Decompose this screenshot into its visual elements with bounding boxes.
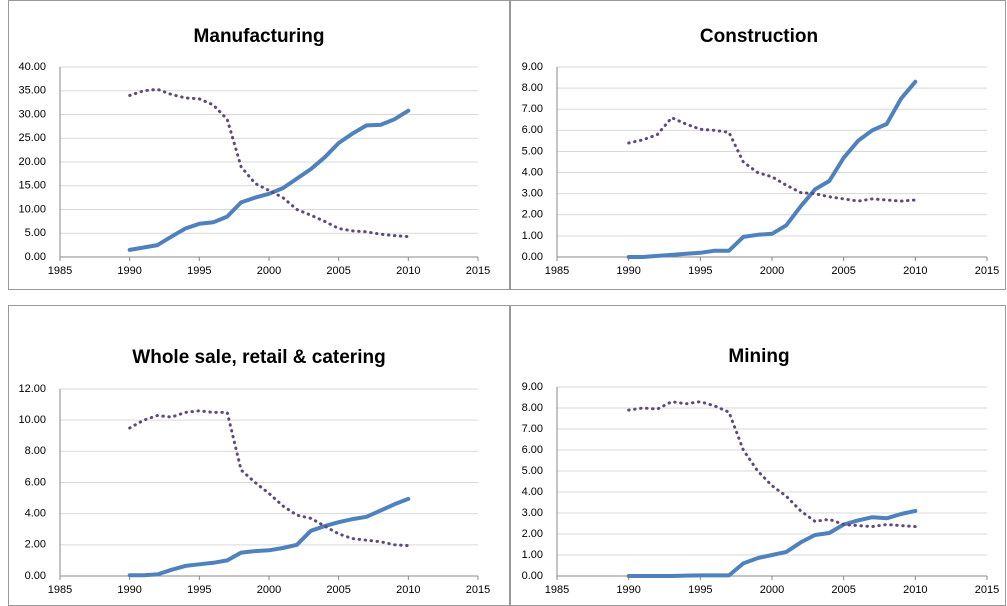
x-tick-label: 1985 [545, 584, 569, 596]
y-tick-label: 4.00 [25, 508, 46, 520]
y-tick-label: 30.00 [18, 108, 46, 120]
y-tick-label: 9.00 [522, 61, 543, 73]
y-tick-label: 1.00 [522, 549, 543, 561]
data-line [128, 409, 410, 548]
x-tick-label: 2015 [466, 265, 490, 277]
x-tick-label: 1990 [616, 584, 640, 596]
x-tick-label: 2015 [975, 265, 999, 277]
y-tick-label: 2.00 [25, 539, 46, 551]
x-tick-label: 2000 [760, 265, 784, 277]
panel-frame [8, 305, 510, 606]
x-tick-label: 1995 [688, 584, 712, 596]
x-tick-label: 2000 [760, 584, 784, 596]
y-tick-label: 15.00 [18, 180, 46, 192]
y-tick-label: 8.00 [522, 82, 543, 94]
y-tick-label: 6.00 [522, 124, 543, 136]
panel-frame [510, 0, 1006, 290]
x-tick-label: 1990 [117, 265, 141, 277]
data-line [626, 79, 918, 259]
y-tick-label: 6.00 [522, 444, 543, 456]
y-tick-label: 2.00 [522, 528, 543, 540]
y-tick-label: 40.00 [18, 61, 46, 73]
chart-title: Construction [700, 26, 818, 47]
data-line [127, 108, 411, 252]
x-tick-label: 1985 [48, 265, 72, 277]
data-line [626, 508, 918, 578]
y-tick-label: 8.00 [25, 445, 46, 457]
x-tick-label: 2010 [396, 265, 420, 277]
y-tick-label: 7.00 [522, 423, 543, 435]
x-tick-label: 2015 [975, 584, 999, 596]
x-tick-label: 1985 [48, 584, 72, 596]
x-tick-label: 2010 [903, 265, 927, 277]
y-tick-label: 25.00 [18, 132, 46, 144]
x-tick-label: 2005 [326, 265, 350, 277]
y-tick-label: 12.00 [18, 383, 46, 395]
y-tick-label: 8.00 [522, 402, 543, 414]
x-tick-label: 2005 [831, 265, 855, 277]
y-tick-label: 10.00 [18, 414, 46, 426]
y-tick-label: 4.00 [522, 486, 543, 498]
y-tick-label: 1.00 [522, 230, 543, 242]
y-tick-label: 35.00 [18, 85, 46, 97]
x-tick-label: 2005 [326, 584, 350, 596]
y-tick-label: 9.00 [522, 381, 543, 393]
data-line [627, 116, 917, 203]
x-tick-label: 2005 [831, 584, 855, 596]
y-tick-label: 5.00 [522, 465, 543, 477]
y-tick-label: 5.00 [522, 145, 543, 157]
y-tick-label: 4.00 [522, 166, 543, 178]
x-tick-label: 2000 [257, 265, 281, 277]
x-tick-label: 2015 [466, 584, 490, 596]
x-tick-label: 1990 [616, 265, 640, 277]
data-line [128, 87, 410, 239]
y-tick-label: 3.00 [522, 188, 543, 200]
chart-title: Mining [728, 346, 789, 367]
y-tick-label: 20.00 [18, 156, 46, 168]
x-tick-label: 1995 [187, 584, 211, 596]
y-tick-label: 0.00 [25, 251, 46, 263]
chart-title: Manufacturing [194, 26, 325, 47]
x-tick-label: 1995 [688, 265, 712, 277]
y-tick-label: 7.00 [522, 103, 543, 115]
y-tick-label: 5.00 [25, 227, 46, 239]
x-tick-label: 1985 [545, 265, 569, 277]
data-line [627, 400, 917, 529]
y-tick-label: 0.00 [522, 251, 543, 263]
x-tick-label: 1995 [187, 265, 211, 277]
x-tick-label: 2010 [903, 584, 927, 596]
y-tick-label: 10.00 [18, 203, 46, 215]
panel-frame [8, 0, 510, 290]
y-tick-label: 6.00 [25, 476, 46, 488]
data-line [127, 496, 411, 578]
x-tick-label: 2010 [396, 584, 420, 596]
y-tick-label: 0.00 [522, 570, 543, 582]
x-tick-label: 1990 [117, 584, 141, 596]
y-tick-label: 0.00 [25, 570, 46, 582]
y-tick-label: 3.00 [522, 507, 543, 519]
x-tick-label: 2000 [257, 584, 281, 596]
y-tick-label: 2.00 [522, 209, 543, 221]
chart-title: Whole sale, retail & catering [132, 347, 385, 368]
